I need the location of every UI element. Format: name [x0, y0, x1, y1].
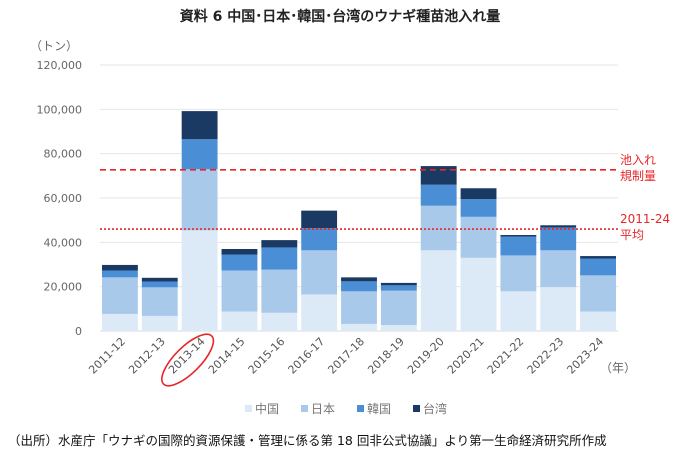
bar-segment-韓国 [460, 199, 497, 217]
bar-segment-中国 [301, 294, 338, 331]
x-tick-label: 2019-20 [405, 335, 447, 377]
bar-segment-中国 [500, 291, 537, 331]
bar-segment-中国 [141, 315, 178, 331]
bar-segment-台湾 [341, 277, 377, 282]
bar-segment-韓国 [181, 139, 218, 170]
x-tick-label: 2011-12 [86, 335, 128, 377]
bar-segment-中国 [580, 311, 617, 331]
bar-segment-台湾 [181, 111, 218, 140]
bar-segment-台湾 [540, 225, 577, 228]
bar-segment-台湾 [141, 277, 178, 282]
bar-segment-日本 [101, 277, 138, 314]
bar-segment-中国 [181, 230, 218, 331]
x-tick-label: 2021-22 [485, 335, 527, 377]
y-tick-label: 20,000 [44, 281, 83, 294]
legend-swatch [245, 405, 252, 412]
x-tick-label: 2017-18 [325, 335, 367, 377]
bar-segment-台湾 [420, 166, 457, 185]
reference-label: 規制量 [620, 168, 656, 183]
bar-segment-韓国 [141, 281, 178, 288]
y-tick-label: 100,000 [37, 103, 83, 116]
source-note: （出所）水産庁「ウナギの国際的資源保護・管理に係る第 18 回非公式協議」より第… [8, 433, 607, 448]
bar-segment-台湾 [580, 256, 617, 259]
bar-segment-台湾 [261, 240, 298, 248]
bar-segment-日本 [380, 290, 417, 326]
bar-segment-台湾 [221, 248, 258, 255]
y-axis-label: （トン） [30, 39, 78, 53]
bar-segment-日本 [341, 291, 377, 324]
bar-segment-韓国 [101, 270, 138, 278]
bar-segment-中国 [341, 323, 377, 331]
bar-segment-台湾 [301, 210, 338, 229]
bar-segment-台湾 [500, 235, 537, 237]
bar-segment-日本 [500, 255, 537, 292]
chart-title: 資料 6 中国･日本･韓国･台湾のウナギ種苗池入れ量 [179, 9, 501, 25]
bar-segment-韓国 [301, 228, 338, 251]
bar-segment-日本 [540, 250, 577, 288]
bar-segment-日本 [580, 275, 617, 312]
legend-swatch [301, 405, 308, 412]
x-tick-label: 2012-13 [126, 335, 168, 377]
bar-segment-日本 [460, 216, 497, 258]
legend-label: 台湾 [423, 401, 447, 416]
y-tick-label: 60,000 [44, 192, 83, 205]
bar-segment-日本 [420, 205, 457, 251]
bar-segment-韓国 [500, 236, 537, 256]
legend-swatch [357, 405, 364, 412]
legend-label: 韓国 [367, 402, 391, 416]
bar-segment-中国 [420, 250, 457, 331]
bar-segment-台湾 [460, 188, 497, 200]
x-tick-label: 2015-16 [246, 335, 288, 377]
bar-segment-韓国 [420, 184, 457, 206]
x-tick-label: 2014-15 [206, 335, 248, 377]
bar-segment-韓国 [580, 258, 617, 276]
bar-segment-韓国 [380, 285, 417, 291]
x-tick-label: 2022-23 [525, 335, 567, 377]
x-tick-label: 2016-17 [286, 335, 328, 377]
bar-segment-韓国 [341, 281, 377, 292]
bar-segment-中国 [380, 325, 417, 331]
bar-segment-中国 [101, 313, 138, 331]
bar-segment-日本 [301, 250, 338, 295]
reference-label: 2011-24 [620, 212, 670, 226]
bar-segment-中国 [540, 287, 577, 331]
reference-label: 池入れ [620, 153, 656, 167]
y-tick-label: 0 [75, 325, 82, 338]
bar-segment-中国 [221, 311, 258, 331]
x-tick-label: 2013-14 [166, 335, 208, 377]
y-tick-label: 40,000 [44, 236, 83, 249]
bar-segment-日本 [141, 287, 178, 316]
x-axis-label: （年） [600, 361, 636, 375]
bar-segment-中国 [460, 257, 497, 331]
y-tick-label: 120,000 [37, 59, 83, 72]
bar-segment-韓国 [221, 254, 258, 271]
bar-segment-台湾 [101, 264, 138, 271]
bar-segment-韓国 [540, 227, 577, 251]
bar-segment-台湾 [380, 282, 417, 286]
legend-label: 中国 [255, 401, 279, 416]
y-tick-label: 80,000 [44, 148, 83, 161]
highlight-circle [161, 333, 215, 387]
x-tick-label: 2018-19 [365, 335, 407, 377]
bar-segment-日本 [261, 269, 298, 313]
bar-segment-日本 [181, 169, 218, 231]
reference-label: 平均 [620, 228, 644, 242]
legend-swatch [413, 405, 420, 412]
bar-segment-日本 [221, 270, 258, 312]
bar-segment-中国 [261, 312, 298, 331]
legend-label: 日本 [311, 402, 335, 416]
x-tick-label: 2020-21 [445, 335, 487, 377]
bar-segment-韓国 [261, 247, 298, 270]
